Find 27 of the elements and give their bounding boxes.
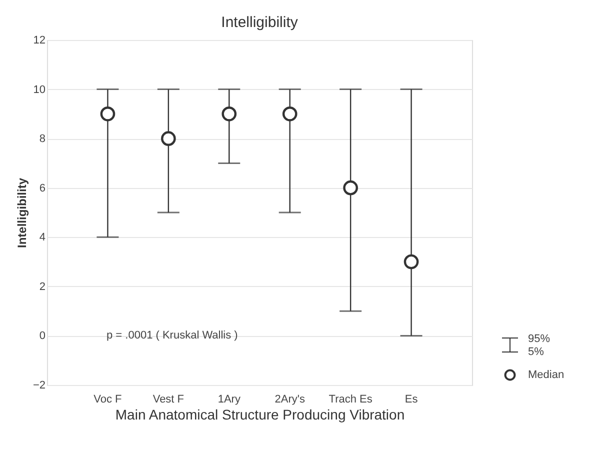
x-tick-label: Es [404,394,418,406]
y-tick-label: 12 [33,34,46,46]
y-tick-label: 10 [33,84,46,96]
point [282,106,298,122]
text: 5% [528,346,544,358]
x-tick-label: Vest F [152,394,184,406]
point [100,106,116,122]
point [222,106,237,122]
y-tick-label: 4 [39,232,46,244]
y-tick-label: −2 [32,380,46,392]
text: 95% [528,333,550,345]
x-tick-label: 2Ary's [274,394,306,406]
x-tick-label: 1Ary [218,394,241,406]
legend-label: Median [528,369,564,381]
x-tick-label: Trach Es [328,394,373,406]
y-axis-title: Intelligibility [14,178,29,248]
x-tick-label: Voc F [94,394,122,406]
point [343,180,358,196]
y-tick-label: 8 [39,133,46,146]
y-tick-label: 6 [39,182,46,194]
annotation: p = .0001 ( Kruskal Wallis ) [106,330,238,342]
y-tick-label: 2 [39,280,46,293]
point [404,254,419,270]
point [161,131,176,146]
y-tick-label: 0 [39,330,46,342]
x-axis-title: Main Anatomical Structure Producing Vibration [115,406,405,422]
chart-title: Intelligibility [221,14,298,31]
